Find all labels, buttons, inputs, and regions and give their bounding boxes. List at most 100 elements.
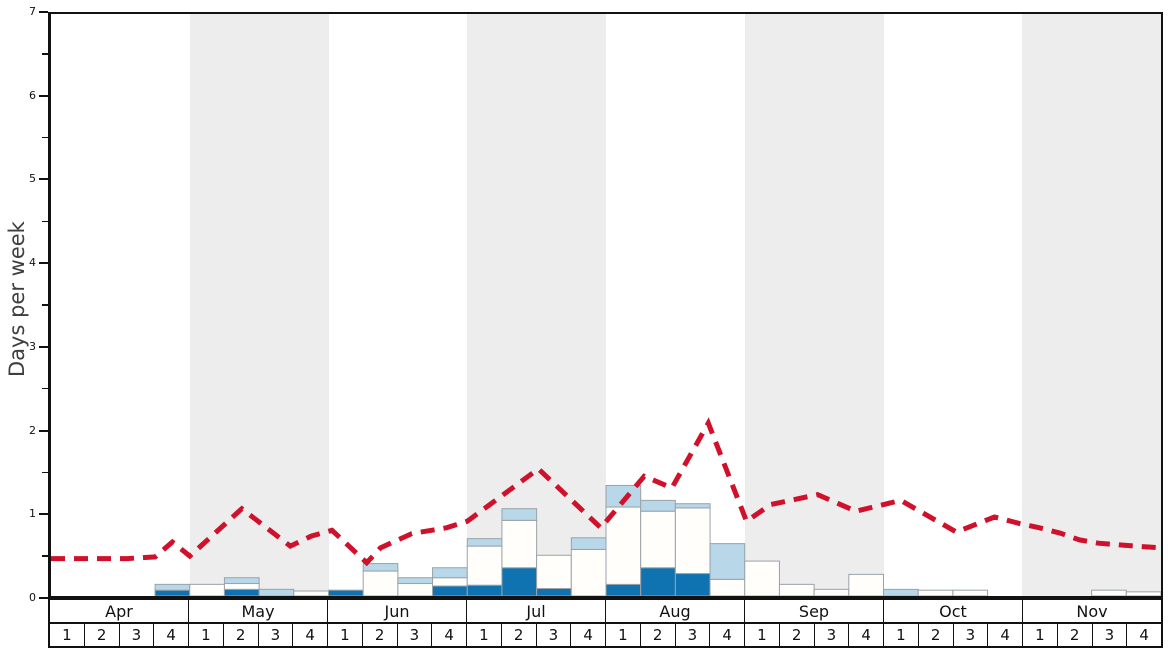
bar-segment-dark-blue-days	[536, 588, 572, 596]
bar-segment-dark-blue-days	[432, 585, 468, 596]
y-tick-label: 2	[29, 423, 36, 437]
y-major-tick	[39, 262, 48, 265]
month-label-aug: Aug	[606, 600, 745, 622]
month-label-jul: Jul	[467, 600, 606, 622]
bar-segment-light-blue-days	[362, 563, 399, 572]
bar-segment-white-days	[189, 583, 225, 596]
bar-segment-light-blue-days	[154, 583, 191, 591]
month-label-oct: Oct	[884, 600, 1023, 622]
bar-segment-white-days	[397, 583, 434, 596]
bar-segment-white-days	[432, 577, 468, 587]
y-tick-label: 6	[29, 88, 36, 102]
week-label-may-2: 2	[224, 624, 259, 646]
bar-segment-dark-blue-days	[154, 589, 191, 596]
month-band-nov	[1022, 14, 1161, 596]
week-label-nov-2: 2	[1058, 624, 1093, 646]
bar-segment-light-blue-days	[883, 588, 919, 596]
month-label-may: May	[189, 600, 328, 622]
week-label-jul-4: 4	[571, 624, 606, 646]
week-label-may-4: 4	[293, 624, 328, 646]
week-label-may-3: 3	[259, 624, 294, 646]
bar-segment-white-days	[952, 589, 989, 596]
week-label-sep-1: 1	[745, 624, 780, 646]
bar-segment-white-days	[362, 570, 399, 596]
bar-segment-white-days	[570, 548, 607, 596]
week-label-aug-1: 1	[606, 624, 641, 646]
month-label-apr: Apr	[50, 600, 189, 622]
week-label-apr-1: 1	[50, 624, 85, 646]
bar-segment-dark-blue-days	[640, 567, 676, 596]
week-label-oct-1: 1	[884, 624, 919, 646]
y-major-tick	[39, 11, 48, 13]
bar-segment-light-blue-days	[501, 508, 538, 521]
bar-segment-white-days	[536, 554, 572, 590]
y-minor-tick	[42, 136, 48, 139]
month-band-may	[189, 14, 329, 596]
week-label-nov-4: 4	[1139, 626, 1149, 644]
week-label-apr-2: 2	[85, 624, 120, 646]
plot-area	[48, 12, 1163, 598]
y-minor-tick	[42, 471, 48, 474]
month-label-sep: Sep	[745, 600, 884, 622]
bar-segment-dark-blue-days	[501, 567, 538, 596]
bar-segment-white-days	[744, 560, 780, 596]
y-minor-tick	[42, 220, 48, 223]
bar-segment-white-days	[640, 510, 676, 569]
week-label-nov-1: 1	[1023, 624, 1058, 646]
y-tick-label: 7	[29, 5, 36, 18]
month-band-sep	[744, 14, 884, 596]
week-label-sep-2: 2	[780, 624, 815, 646]
month-label-nov: Nov	[1076, 601, 1108, 621]
week-label-apr-3: 3	[120, 624, 155, 646]
week-label-aug-4: 4	[710, 624, 745, 646]
bar-segment-light-blue-days	[258, 588, 295, 596]
week-label-oct-3: 3	[954, 624, 989, 646]
week-label-oct-4: 4	[988, 624, 1023, 646]
bar-segment-white-days	[1125, 591, 1161, 596]
bar-segment-light-blue-days	[432, 567, 468, 579]
bar-segment-white-days	[848, 573, 884, 596]
week-label-aug-2: 2	[641, 624, 676, 646]
week-label-jun-3: 3	[398, 624, 433, 646]
week-label-jun-1: 1	[328, 624, 363, 646]
week-label-jul-1: 1	[467, 624, 502, 646]
bar-segment-white-days	[917, 589, 954, 596]
bar-segment-white-days	[709, 578, 746, 596]
week-label-nov-3: 3	[1093, 624, 1128, 646]
bar-segment-white-days	[813, 588, 850, 596]
month-band-jul	[467, 14, 606, 596]
bar-segment-light-blue-days	[397, 577, 434, 585]
y-tick-label: 1	[29, 507, 36, 521]
week-label-apr-4: 4	[154, 624, 189, 646]
week-label-jul-2: 2	[502, 624, 537, 646]
bar-segment-light-blue-days	[570, 537, 607, 550]
bar-segment-dark-blue-days	[328, 589, 364, 596]
bar-segment-white-days	[223, 583, 260, 590]
week-label-sep-3: 3	[815, 624, 850, 646]
week-label-jun-4: 4	[432, 624, 467, 646]
bar-segment-white-days	[1091, 589, 1127, 596]
week-label-may-1: 1	[189, 624, 224, 646]
bar-segment-dark-blue-days	[605, 583, 642, 596]
y-major-tick	[39, 94, 48, 97]
y-minor-tick	[42, 304, 48, 306]
y-minor-tick	[42, 555, 48, 557]
bar-segment-light-blue-days	[605, 484, 642, 508]
bar-segment-light-blue-days	[709, 543, 746, 580]
bar-segment-light-blue-days	[466, 538, 503, 547]
week-label-jun-2: 2	[363, 624, 398, 646]
bar-segment-white-days	[501, 519, 538, 569]
y-minor-tick	[42, 53, 48, 55]
y-tick-label: 5	[29, 172, 36, 186]
bar-segment-white-days	[778, 583, 815, 596]
y-major-tick	[39, 597, 48, 599]
month-shading-bands	[51, 14, 1161, 596]
y-tick-label: 4	[29, 256, 36, 270]
bars-and-line-layer	[51, 417, 1161, 596]
bar-segment-dark-blue-days	[223, 588, 260, 596]
week-label-aug-3: 3	[676, 624, 711, 646]
y-tick-label: 3	[29, 339, 36, 353]
bar-segment-dark-blue-days	[674, 573, 711, 596]
